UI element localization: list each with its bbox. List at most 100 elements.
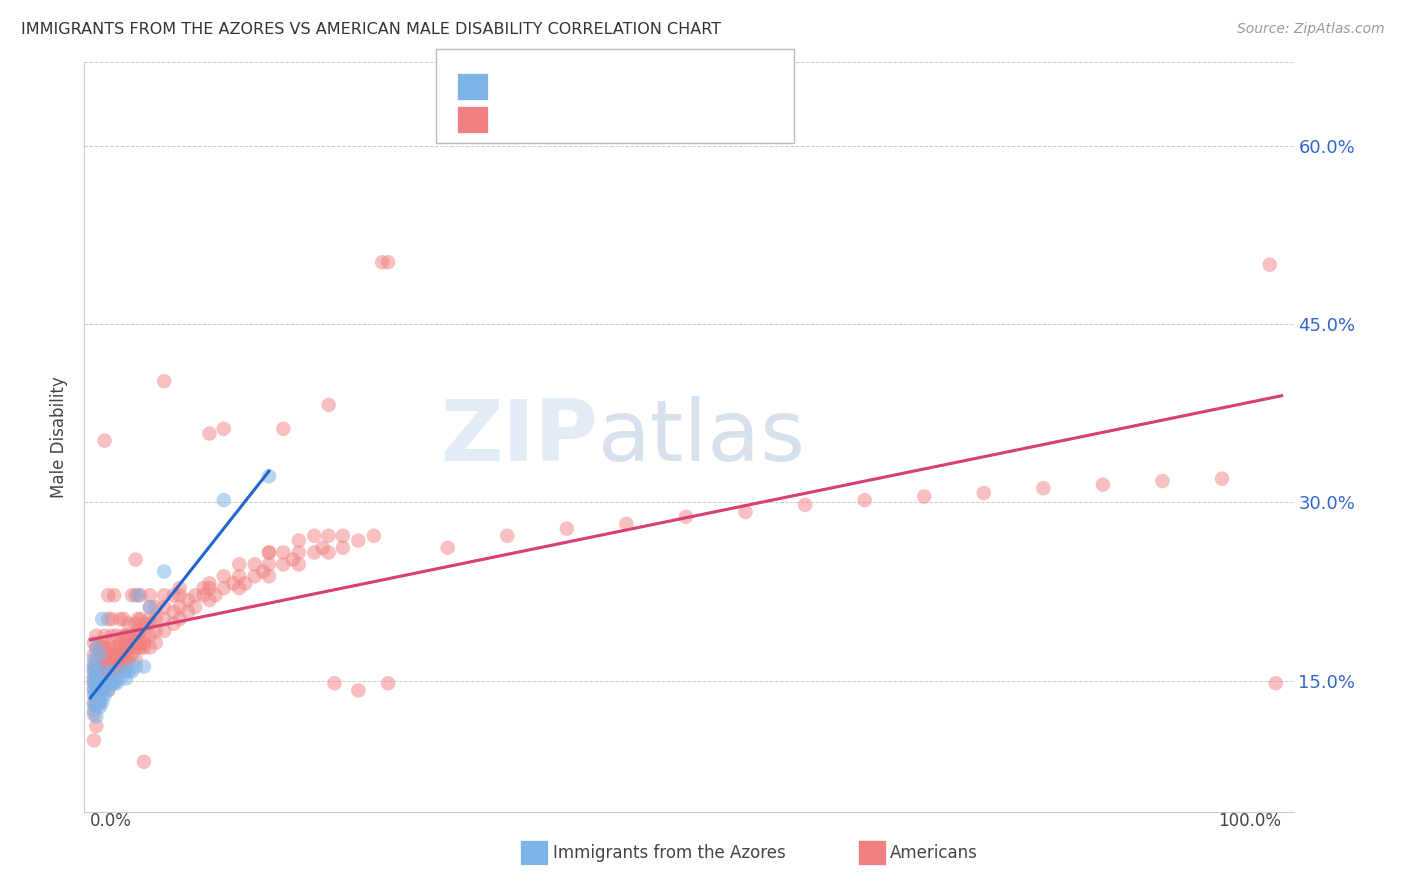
Point	[108, 648, 131, 662]
Point	[139, 629, 162, 643]
Y-axis label: Male Disability: Male Disability	[51, 376, 69, 498]
Point	[117, 652, 139, 666]
Point	[271, 422, 294, 436]
Point	[83, 636, 105, 650]
Point	[108, 665, 131, 679]
Text: 0.257: 0.257	[546, 78, 598, 95]
Text: N =: N =	[616, 78, 655, 95]
Point	[89, 676, 111, 690]
Point	[84, 682, 107, 697]
Point	[84, 695, 107, 709]
Point	[93, 434, 115, 448]
Point	[103, 672, 125, 686]
Point	[555, 522, 578, 536]
Point	[124, 652, 146, 666]
Point	[228, 558, 250, 572]
Point	[675, 509, 697, 524]
Point	[91, 636, 114, 650]
Point	[97, 665, 120, 679]
Point	[84, 665, 107, 679]
Text: 48: 48	[658, 78, 681, 95]
Text: atlas: atlas	[599, 395, 806, 479]
Point	[129, 640, 152, 655]
Point	[132, 629, 155, 643]
Point	[93, 676, 115, 690]
Point	[139, 600, 162, 615]
Point	[117, 629, 139, 643]
Point	[288, 558, 311, 572]
Point	[153, 624, 176, 638]
Point	[281, 552, 304, 566]
Point	[89, 695, 111, 709]
Point	[129, 588, 152, 602]
Point	[198, 426, 221, 441]
Point	[83, 670, 105, 684]
Point	[103, 652, 125, 666]
Point	[124, 659, 146, 673]
Point	[288, 533, 311, 548]
Point	[89, 652, 111, 666]
Point	[91, 640, 114, 655]
Point	[112, 659, 135, 673]
Point	[84, 700, 107, 714]
Point	[83, 652, 105, 666]
Point	[734, 505, 756, 519]
Point	[112, 640, 135, 655]
Point	[89, 683, 111, 698]
Point	[198, 581, 221, 595]
Point	[84, 640, 107, 655]
Point	[115, 659, 138, 673]
Point	[103, 588, 125, 602]
Point	[84, 676, 107, 690]
Point	[371, 255, 394, 269]
Point	[169, 588, 191, 602]
Point	[228, 569, 250, 583]
Point	[83, 704, 105, 718]
Point	[91, 659, 114, 673]
Point	[89, 688, 111, 702]
Point	[271, 545, 294, 559]
Point	[100, 652, 122, 666]
Point	[153, 600, 176, 615]
Point	[193, 581, 215, 595]
Point	[84, 676, 107, 690]
Point	[132, 755, 155, 769]
Point	[105, 640, 128, 655]
Text: R =: R =	[499, 111, 538, 128]
Point	[108, 640, 131, 655]
Point	[91, 676, 114, 690]
Point	[89, 676, 111, 690]
Point	[84, 665, 107, 679]
Point	[184, 600, 207, 615]
Point	[91, 695, 114, 709]
Point	[177, 605, 200, 619]
Point	[83, 688, 105, 702]
Point	[257, 569, 280, 583]
Point	[318, 398, 340, 412]
Point	[177, 593, 200, 607]
Point	[97, 676, 120, 690]
Point	[93, 659, 115, 673]
Point	[304, 545, 326, 559]
Point	[163, 605, 186, 619]
Point	[377, 255, 399, 269]
Point	[84, 629, 107, 643]
Point	[257, 469, 280, 483]
Point	[139, 640, 162, 655]
Point	[127, 588, 149, 602]
Text: ZIP: ZIP	[440, 395, 599, 479]
Point	[145, 600, 167, 615]
Point	[233, 576, 256, 591]
Point	[83, 683, 105, 698]
Text: 0.624: 0.624	[546, 111, 598, 128]
Point	[91, 683, 114, 698]
Point	[257, 558, 280, 572]
Point	[1258, 258, 1281, 272]
Point	[169, 612, 191, 626]
Point	[97, 612, 120, 626]
Text: Source: ZipAtlas.com: Source: ZipAtlas.com	[1237, 22, 1385, 37]
Point	[97, 683, 120, 698]
Point	[153, 612, 176, 626]
Point	[84, 688, 107, 702]
Point	[257, 545, 280, 559]
